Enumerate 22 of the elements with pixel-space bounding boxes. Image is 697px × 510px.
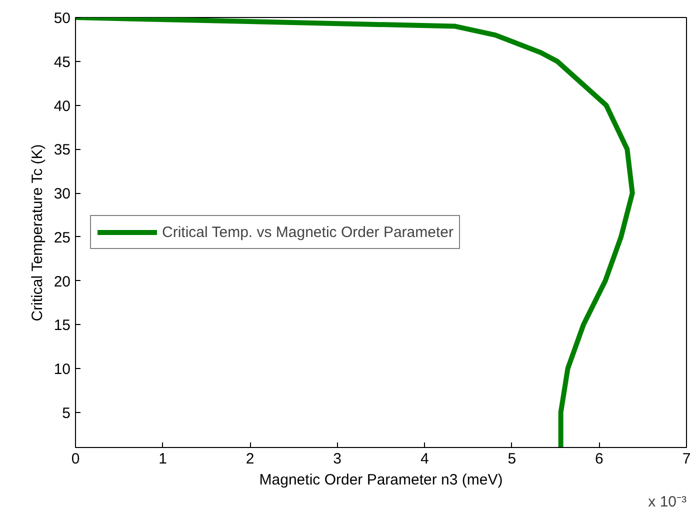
x-tick-label: 5 [508,450,516,468]
y-tick-label: 25 [54,229,71,246]
x-tick-label: 2 [246,450,254,468]
legend-label: Critical Temp. vs Magnetic Order Parameter [162,224,454,240]
y-tick-label: 50 [54,10,71,27]
x-tick-label: 1 [158,450,167,468]
y-tick-label: 5 [62,404,70,422]
x-tick-label: 0 [71,450,80,468]
y-tick-label: 20 [54,273,71,290]
y-tick-label: 30 [54,186,71,203]
y-tick-label: 35 [54,142,71,159]
x-axis-title: Magnetic Order Parameter n3 (meV) [259,472,503,488]
y-tick-label: 40 [54,98,71,115]
y-tick-label: 10 [54,361,71,378]
x-tick-label: 3 [333,450,342,468]
x-tick-label: 4 [420,450,429,468]
y-tick-label: 45 [54,54,71,71]
y-tick-label: 15 [54,317,71,334]
text: x 10⁻³ [648,494,687,510]
y-axis-title: Critical Temperature Tc (K) [28,144,46,322]
x-tick-label: 7 [682,450,691,468]
x-tick-label: 6 [595,450,604,468]
